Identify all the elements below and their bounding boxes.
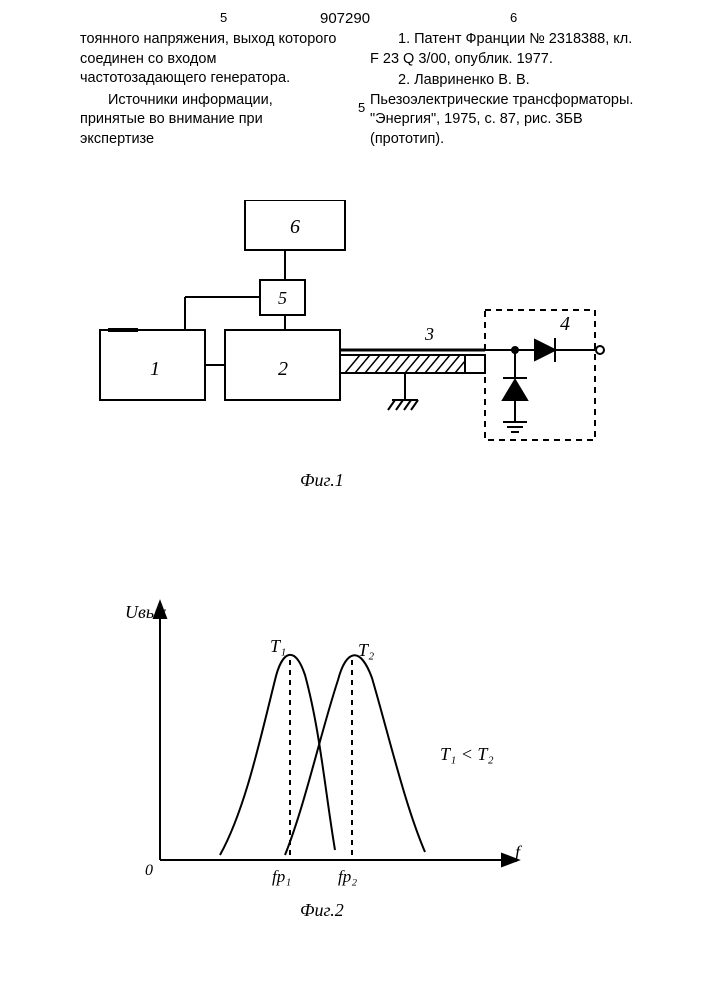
curve2-label: T₂ (358, 640, 374, 660)
col-header-left: 5 (220, 10, 227, 25)
curve1-label: T₁ (270, 636, 286, 656)
document-number: 907290 (320, 10, 370, 27)
freq2-label: fp₂ (338, 867, 357, 886)
block4-label: 4 (560, 313, 570, 335)
figure-1: 1 2 3 4 5 6 (90, 200, 610, 460)
freq1-label: fp₁ (272, 867, 291, 886)
fig1-label: Фиг.1 (300, 470, 344, 491)
right-ref-1: 1. Патент Франции № 2318388, кл. F 23 Q … (370, 30, 640, 69)
block2-label: 2 (278, 358, 288, 380)
block6-label: 6 (290, 216, 300, 238)
left-paragraph-2: Источники информации, принятые во вниман… (80, 91, 340, 150)
block5-label: 5 (278, 288, 287, 308)
block3-label: 3 (424, 324, 434, 344)
fig2-label: Фиг.2 (300, 900, 344, 921)
y-axis-label: Uвых (125, 602, 166, 622)
origin-label: 0 (145, 862, 153, 879)
col-header-right: 6 (510, 10, 517, 25)
right-ref-2: 2. Лавриненко В. В. Пьезоэлектрические т… (370, 71, 640, 149)
condition-label: T₁ < T₂ (440, 744, 494, 764)
side-digit: 5 (358, 100, 365, 115)
block1-label: 1 (150, 358, 160, 380)
left-paragraph-1: тоянного напряжения, выход которого соед… (80, 30, 340, 89)
x-axis-label: f (515, 842, 523, 862)
figure-2: Uвых f 0 T₁ T₂ fp₁ fp₂ T₁ < T₂ (120, 590, 550, 910)
